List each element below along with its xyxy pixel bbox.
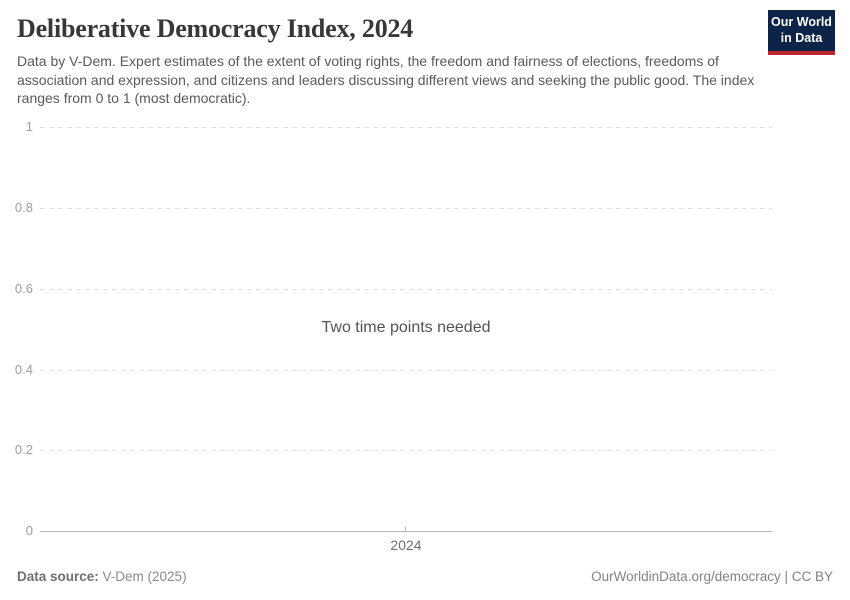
y-axis-tick-label: 0 [25,523,33,538]
gridline [40,370,772,371]
owid-logo[interactable]: Our World in Data [768,10,835,55]
x-axis-tick-label: 2024 [390,537,422,553]
gridline [40,289,772,290]
y-axis-tick-label: 1 [25,119,33,134]
chart-subtitle: Data by V-Dem. Expert estimates of the e… [17,53,755,106]
y-axis-tick-label: 0.6 [14,281,33,296]
footer-data-source: Data source: V-Dem (2025) [17,569,187,584]
footer-credit-link[interactable]: OurWorldinData.org/democracy | CC BY [591,569,833,584]
gridline [40,450,772,451]
y-axis-tick-label: 0.2 [14,442,33,457]
x-axis-tick [405,527,406,531]
x-axis-line [40,531,772,532]
owid-logo-line1: Our World [771,15,832,29]
gridline [40,208,772,209]
y-axis-tick-label: 0.4 [14,362,33,377]
gridline [40,127,772,128]
page-title: Deliberative Democracy Index, 2024 [17,14,414,43]
empty-state-message: Two time points needed [321,319,491,336]
data-source-value: V-Dem (2025) [98,569,187,584]
y-axis-tick-label: 0.8 [14,200,33,215]
owid-logo-line2: in Data [780,30,823,45]
data-source-label: Data source: [17,569,99,584]
